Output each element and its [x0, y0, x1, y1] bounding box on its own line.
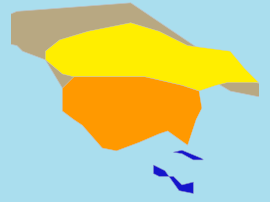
- Polygon shape: [0, 3, 267, 151]
- Polygon shape: [173, 150, 203, 160]
- Polygon shape: [45, 23, 259, 91]
- Polygon shape: [153, 165, 193, 194]
- Polygon shape: [62, 77, 202, 151]
